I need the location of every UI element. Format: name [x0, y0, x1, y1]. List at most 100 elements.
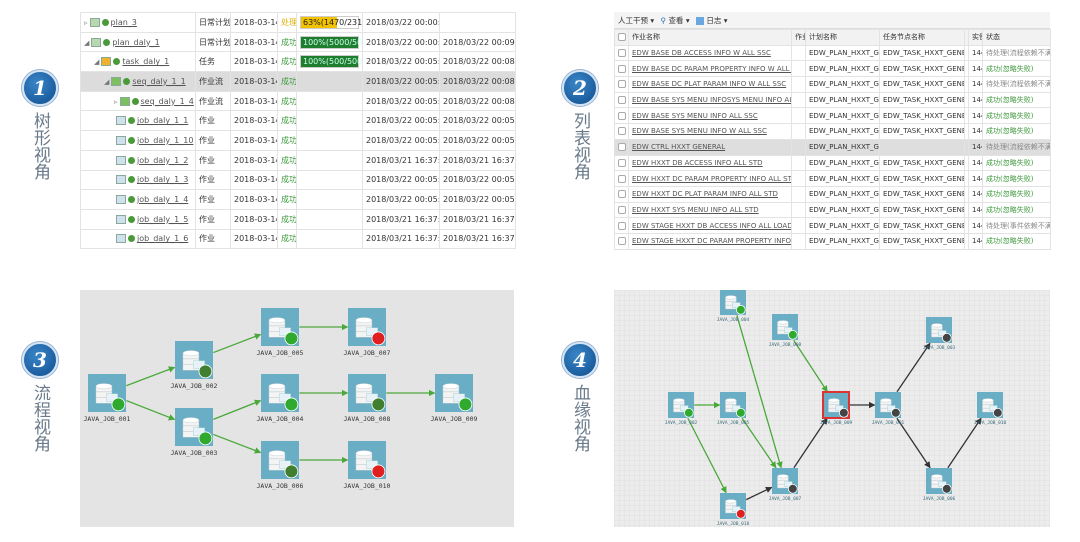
job-node[interactable]: JAVA_JOB_004	[257, 374, 304, 423]
job-name-link[interactable]: EDW STAGE HXXT DB ACCESS INFO ALL LOAD	[632, 221, 792, 230]
expand-toggle-icon[interactable]: ◢	[104, 77, 110, 86]
col-job[interactable]: 作业	[791, 29, 806, 46]
job-node[interactable]: JAVA_JOB_003	[923, 317, 956, 351]
tree-row[interactable]: job_daly_1_5 作业 2018-03-14 成功 2018/03/21…	[80, 208, 516, 230]
node-name-link[interactable]: job_daly_1_2	[137, 155, 189, 165]
tree-row[interactable]: ◢ seq_daly_1_1 作业流 2018-03-14 成功 2018/03/…	[80, 71, 516, 92]
job-node[interactable]: JAVA_JOB_003	[171, 408, 218, 457]
job-name-link[interactable]: EDW BASE DB ACCESS INFO W ALL SSC	[632, 49, 771, 58]
list-row[interactable]: EDW BASE DC PLAT PARAM INFO W ALL SSC ED…	[614, 76, 1051, 93]
list-row[interactable]: EDW BASE DC PARAM PROPERTY INFO W ALL SS…	[614, 60, 1051, 78]
node-name-link[interactable]: plan_daly_1	[112, 37, 160, 47]
col-status[interactable]: 状态	[982, 29, 1051, 46]
row-checkbox[interactable]	[614, 154, 629, 172]
tree-row[interactable]: job_daly_1_6 作业 2018-03-14 成功 2018/03/21…	[80, 228, 516, 250]
tree-row[interactable]: job_daly_1_4 作业 2018-03-14 成功 2018/03/22…	[80, 189, 516, 210]
list-row[interactable]: EDW HXXT DB ACCESS INFO ALL STD EDW_PLAN…	[614, 154, 1051, 172]
col-instance[interactable]: 实例	[968, 29, 983, 46]
list-row[interactable]: EDW HXXT DC PLAT PARAM INFO ALL STD EDW_…	[614, 185, 1051, 203]
expand-toggle-icon[interactable]: ▹	[84, 18, 88, 27]
intervene-menu[interactable]: 人工干预 ▾	[618, 16, 655, 25]
job-node[interactable]: JAVA_JOB_006	[257, 441, 304, 490]
node-name-link[interactable]: job_daly_1_3	[137, 175, 189, 185]
list-row[interactable]: EDW STAGE HXXT DC PARAM PROPERTY INFO AL…	[614, 232, 1051, 250]
node-name-link[interactable]: seq_daly_1_1	[132, 76, 186, 86]
job-name-link[interactable]: EDW BASE SYS MENU INFOSYS MENU INFO ALL …	[632, 96, 791, 105]
expand-toggle-icon[interactable]: ◢	[94, 58, 100, 67]
job-name-link[interactable]: EDW CTRL HXXT GENERAL	[632, 143, 726, 152]
job-name-link[interactable]: EDW HXXT DC PLAT PARAM INFO ALL STD	[632, 190, 778, 199]
tree-row[interactable]: job_daly_1_3 作业 2018-03-14 成功 2018/03/22…	[80, 169, 516, 191]
tree-row[interactable]: job_daly_1_1 作业 2018-03-14 成功 2018/03/22…	[80, 110, 516, 132]
node-name-link[interactable]: plan_3	[110, 17, 137, 27]
job-node[interactable]: JAVA_JOB_002	[171, 341, 218, 390]
expand-toggle-icon[interactable]: ▹	[114, 97, 118, 106]
list-row[interactable]: EDW BASE SYS MENU INFOSYS MENU INFO ALL …	[614, 91, 1051, 109]
col-task-node[interactable]: 任务节点名称	[879, 29, 965, 46]
tree-row[interactable]: ◢ task_daly_1 任务 2018-03-14 成功 100%(500/5…	[80, 51, 516, 73]
job-name-link[interactable]: EDW HXXT DB ACCESS INFO ALL STD	[632, 158, 763, 167]
row-checkbox[interactable]	[614, 123, 629, 140]
row-checkbox[interactable]	[614, 232, 629, 250]
row-checkbox[interactable]	[614, 60, 629, 78]
job-node[interactable]: JAVA_JOB_002	[665, 392, 698, 426]
job-node[interactable]: JAVA_JOB_010	[974, 392, 1007, 426]
job-node[interactable]: JAVA_JOB_006	[923, 468, 956, 502]
row-checkbox[interactable]	[614, 201, 629, 219]
job-name-link[interactable]: EDW BASE SYS MENU INFO W ALL SSC	[632, 127, 767, 136]
job-name-link[interactable]: EDW BASE DC PARAM PROPERTY INFO W ALL SS…	[632, 64, 792, 73]
row-checkbox[interactable]	[614, 170, 629, 187]
row-checkbox[interactable]	[614, 107, 629, 125]
node-name-link[interactable]: job_daly_1_10	[137, 135, 194, 145]
select-all-checkbox[interactable]	[614, 29, 629, 46]
node-status: 成功	[277, 71, 297, 92]
node-name-link[interactable]: task_daly_1	[122, 57, 170, 67]
list-row[interactable]: EDW BASE DB ACCESS INFO W ALL SSC EDW_PL…	[614, 44, 1051, 62]
view-menu[interactable]: 查看 ▾	[668, 16, 690, 25]
tree-row[interactable]: ◢ plan_daly_1 日常计划 2018-03-14 成功 100%(500…	[80, 31, 516, 53]
job-node[interactable]: JAVA_JOB_001	[872, 392, 905, 426]
node-name-link[interactable]: job_daly_1_6	[137, 234, 189, 244]
job-node[interactable]: JAVA_JOB_004	[717, 290, 750, 323]
tree-row[interactable]: ▹ plan_3 日常计划 2018-03-14 处理中 63%(1470/231…	[80, 12, 516, 33]
tree-row[interactable]: job_daly_1_10 作业 2018-03-14 成功 2018/03/2…	[80, 130, 516, 151]
tree-row[interactable]: job_daly_1_2 作业 2018-03-14 成功 2018/03/21…	[80, 149, 516, 171]
job-node[interactable]: JAVA_JOB_001	[84, 374, 131, 423]
node-name-link[interactable]: seq_daly_1_4	[140, 96, 194, 106]
job-node[interactable]: JAVA_JOB_010	[344, 441, 391, 490]
job-name-link[interactable]: EDW BASE DC PLAT PARAM INFO W ALL SSC	[632, 80, 787, 89]
col-job-name[interactable]: 作业名称	[628, 29, 792, 46]
list-row[interactable]: EDW BASE SYS MENU INFO W ALL SSC EDW_PLA…	[614, 123, 1051, 140]
job-name-link[interactable]: EDW HXXT DC PARAM PROPERTY INFO ALL STD	[632, 174, 792, 183]
job-node[interactable]: JAVA_JOB_008	[769, 314, 802, 348]
col-plan-name[interactable]: 计划名称	[805, 29, 880, 46]
job-name-link[interactable]: EDW HXXT SYS MENU INFO ALL STD	[632, 205, 759, 214]
job-node[interactable]: JAVA_JOB_007	[344, 308, 391, 357]
row-checkbox[interactable]	[614, 185, 629, 203]
list-row[interactable]: EDW HXXT DC PARAM PROPERTY INFO ALL STD …	[614, 170, 1051, 187]
list-row[interactable]: EDW BASE SYS MENU INFO ALL SSC EDW_PLAN_…	[614, 107, 1051, 125]
job-node[interactable]: JAVA_JOB_008	[344, 374, 391, 423]
job-node[interactable]: JAVA_JOB_009	[820, 391, 853, 426]
row-checkbox[interactable]	[614, 91, 629, 109]
job-node[interactable]: JAVA_JOB_005	[717, 392, 750, 426]
list-row[interactable]: EDW STAGE HXXT DB ACCESS INFO ALL LOAD E…	[614, 217, 1051, 234]
node-name-link[interactable]: job_daly_1_5	[137, 214, 189, 224]
job-node[interactable]: JAVA_JOB_005	[257, 308, 304, 357]
node-name-link[interactable]: job_daly_1_4	[137, 195, 189, 205]
log-menu[interactable]: 日志 ▾	[706, 16, 728, 25]
row-checkbox[interactable]	[614, 44, 629, 62]
list-row[interactable]: EDW HXXT SYS MENU INFO ALL STD EDW_PLAN_…	[614, 201, 1051, 219]
row-checkbox[interactable]	[614, 217, 629, 234]
row-checkbox[interactable]	[614, 76, 629, 93]
job-name-link[interactable]: EDW BASE SYS MENU INFO ALL SSC	[632, 111, 758, 120]
job-node[interactable]: JAVA_JOB_018	[717, 493, 750, 527]
list-row[interactable]: EDW CTRL HXXT GENERAL EDW_PLAN_HXXT_GENE…	[614, 138, 1051, 156]
tree-row[interactable]: ▹ seq_daly_1_4 作业流 2018-03-14 成功 2018/03/…	[80, 90, 516, 112]
row-checkbox[interactable]	[614, 138, 629, 156]
expand-toggle-icon[interactable]: ◢	[84, 38, 90, 47]
node-name-link[interactable]: job_daly_1_1	[137, 116, 189, 126]
job-node[interactable]: JAVA_JOB_009	[431, 374, 478, 423]
job-name-link[interactable]: EDW STAGE HXXT DC PARAM PROPERTY INFO AL…	[632, 237, 792, 246]
job-node[interactable]: JAVA_JOB_007	[769, 468, 802, 502]
